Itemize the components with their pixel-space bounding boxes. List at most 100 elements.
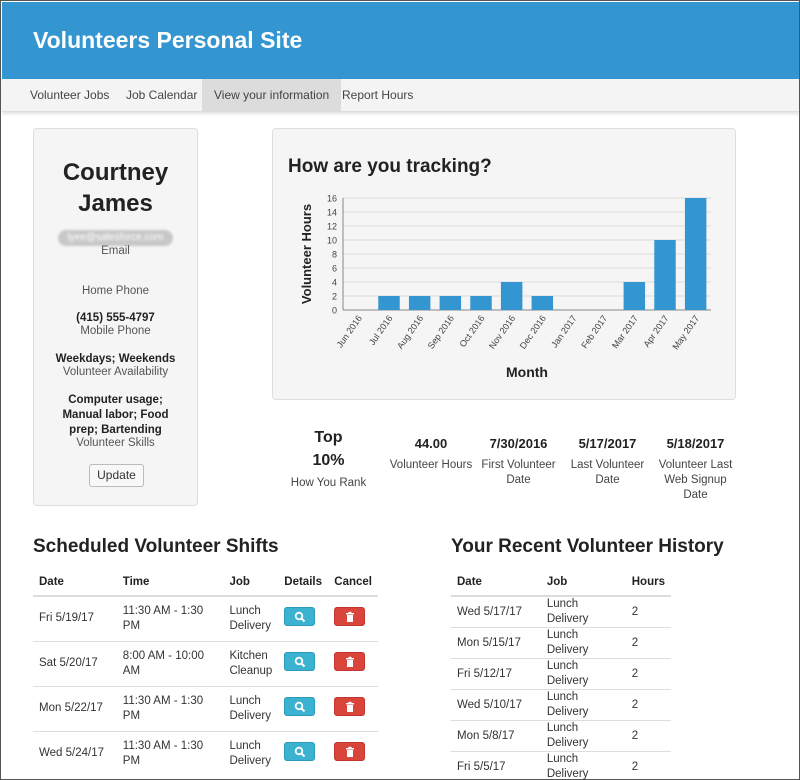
- x-tick-label: Oct 2016: [457, 313, 486, 349]
- shift-time: 11:30 AM - 1:30 PM: [116, 685, 224, 731]
- shift-job-line-2: Delivery: [229, 619, 271, 632]
- x-tick-label: Nov 2016: [487, 313, 517, 350]
- profile-panel: Courtney James lyee@salesforce.com Email…: [33, 128, 198, 506]
- bar: [684, 198, 707, 310]
- history-header-date: Date: [451, 568, 541, 597]
- last-name: James: [78, 190, 153, 217]
- details-button[interactable]: [284, 651, 316, 671]
- first-name: Courtney: [62, 159, 169, 186]
- first-volunteer-stat: 7/30/2016 First Volunteer Date: [476, 435, 561, 488]
- bar: [623, 282, 646, 310]
- mobile-phone-value: (415) 555-4797: [76, 312, 155, 324]
- hours-stat: 44.00 Volunteer Hours: [386, 435, 476, 473]
- skills-line-1: Computer usage;: [68, 394, 163, 406]
- volunteer-hours-chart: 0 2 4 6 8 10 12 14 16 Jun 2016 Jul 2016 Aug 2016 Sep…: [299, 194, 711, 380]
- y-tick-label: 14: [327, 208, 337, 218]
- last-volunteer-stat: 5/17/2017 Last Volunteer Date: [565, 435, 650, 488]
- history-job: Lunch Delivery: [540, 720, 626, 752]
- rank-line-1: Top: [314, 429, 343, 446]
- last-volunteer-label-1: Last Volunteer: [570, 459, 645, 471]
- bar: [531, 296, 554, 310]
- y-tick-label: 2: [332, 292, 337, 302]
- shift-row: Wed 5/24/17 11:30 AM - 1:30 PM Lunch Deli…: [33, 730, 378, 776]
- nav-bar: Volunteer Jobs Job Calendar View your in…: [2, 79, 799, 112]
- bar: [408, 296, 431, 310]
- shifts-header-details: Details: [278, 568, 329, 597]
- shift-job-line-1: Lunch: [229, 604, 261, 617]
- shift-date: Mon 5/22/17: [33, 685, 117, 731]
- shifts-header-date: Date: [33, 568, 117, 597]
- bar: [378, 296, 400, 310]
- history-hours: 2: [625, 720, 671, 752]
- cancel-button[interactable]: [334, 651, 366, 671]
- shift-details-cell: [278, 640, 329, 686]
- search-icon: [295, 611, 306, 622]
- details-button[interactable]: [284, 741, 316, 761]
- x-tick-label: Jun 2016: [335, 313, 364, 349]
- history-date: Mon 5/15/17: [451, 627, 541, 659]
- tab-job-calendar[interactable]: Job Calendar: [126, 88, 198, 102]
- tracking-title: How are you tracking?: [288, 156, 492, 177]
- y-tick-label: 6: [332, 264, 337, 274]
- mobile-phone-label: Mobile Phone: [80, 325, 151, 337]
- history-hours: 2: [625, 595, 671, 628]
- shift-time: 11:30 AM - 1:30 PM: [116, 595, 224, 641]
- history-job: Lunch Delivery: [540, 595, 626, 628]
- search-icon: [295, 701, 306, 712]
- history-row: Wed 5/17/17 Lunch Delivery 2: [451, 595, 671, 628]
- availability-value: Weekdays; Weekends: [55, 353, 176, 365]
- cancel-button[interactable]: [334, 741, 366, 761]
- x-tick-label: Sep 2016: [426, 313, 456, 350]
- history-row: Mon 5/15/17 Lunch Delivery 2: [451, 627, 671, 659]
- shift-date: Wed 5/24/17: [33, 730, 117, 776]
- y-tick-label: 4: [332, 278, 337, 288]
- shifts-header-job: Job: [223, 568, 279, 597]
- tab-report-hours[interactable]: Report Hours: [342, 88, 414, 102]
- history-header-job: Job: [540, 568, 626, 597]
- shift-time: 8:00 AM - 10:00 AM: [116, 640, 224, 686]
- email-label: Email: [101, 245, 130, 257]
- hours-label: Volunteer Hours: [389, 459, 473, 471]
- x-tick-label: Jan 2017: [549, 313, 578, 349]
- shift-row: Sat 5/20/17 8:00 AM - 10:00 AM Kitchen Cl…: [33, 640, 378, 686]
- shift-job: Kitchen Cleanup: [223, 640, 279, 686]
- history-hours: 2: [625, 658, 671, 690]
- y-axis-title: Volunteer Hours: [299, 204, 314, 304]
- shift-date: Sat 5/20/17: [33, 640, 117, 686]
- shift-cancel-cell: [328, 595, 378, 641]
- shift-job: Lunch Delivery: [223, 730, 279, 776]
- rank-stat: Top 10% How You Rank: [281, 426, 376, 491]
- tracking-panel: How are you tracking? 0 2 4 6 8 10 12 14 16 Jun 2…: [272, 128, 736, 400]
- x-axis-title: Month: [506, 364, 548, 380]
- cancel-button[interactable]: [334, 606, 366, 626]
- cancel-button[interactable]: [334, 696, 366, 716]
- update-button[interactable]: Update: [89, 464, 144, 487]
- shift-details-cell: [278, 595, 329, 641]
- tab-volunteer-jobs[interactable]: Volunteer Jobs: [30, 88, 110, 102]
- first-volunteer-label-1: First Volunteer: [481, 459, 556, 471]
- y-tick-label: 12: [327, 222, 337, 232]
- details-button[interactable]: [284, 606, 316, 626]
- history-job: Lunch Delivery: [540, 751, 626, 779]
- trash-icon: [346, 746, 355, 757]
- first-volunteer-label-2: Date: [506, 474, 531, 486]
- bar: [439, 296, 462, 310]
- x-tick-label: Dec 2016: [518, 313, 548, 350]
- bar: [500, 282, 523, 310]
- history-table: Date Job Hours Wed 5/17/17 Lunch Delivery…: [451, 568, 671, 779]
- rank-label: How You Rank: [290, 477, 367, 489]
- history-title: Your Recent Volunteer History: [451, 536, 724, 557]
- trash-icon: [346, 701, 355, 712]
- first-volunteer-date: 7/30/2016: [489, 436, 548, 451]
- stats-row: Top 10% How You Rank 44.00 Volunteer Hou…: [281, 421, 751, 511]
- history-job: Lunch Delivery: [540, 627, 626, 659]
- last-volunteer-label-2: Date: [595, 474, 620, 486]
- shift-job-line-1: Lunch: [229, 739, 261, 752]
- hours-value: 44.00: [414, 436, 448, 451]
- tab-view-your-information[interactable]: View your information: [202, 79, 342, 112]
- details-button[interactable]: [284, 696, 316, 716]
- history-hours: 2: [625, 689, 671, 721]
- history-job: Lunch Delivery: [540, 689, 626, 721]
- search-icon: [295, 746, 306, 757]
- trash-icon: [346, 656, 355, 667]
